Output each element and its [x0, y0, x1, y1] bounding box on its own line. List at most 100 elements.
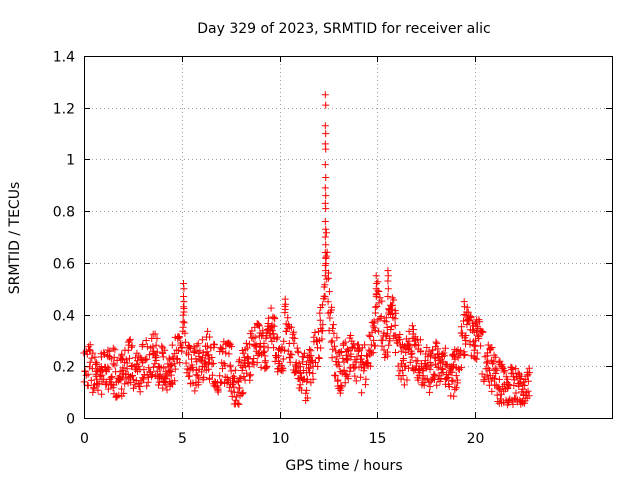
data-point [371, 309, 379, 317]
data-point [90, 385, 98, 393]
axis-ticks [84, 56, 612, 419]
x-tick-label: 10 [272, 431, 290, 447]
data-point [238, 367, 246, 374]
data-point [321, 161, 329, 169]
data-point [347, 350, 355, 358]
data-point [269, 313, 277, 321]
data-point [445, 383, 453, 390]
data-point [188, 363, 196, 371]
data-point [247, 371, 255, 379]
data-point [194, 340, 202, 348]
data-point [493, 366, 501, 374]
data-point [100, 349, 108, 357]
data-point [228, 343, 236, 351]
data-point [475, 335, 483, 343]
data-point [314, 363, 322, 370]
data-point [109, 344, 117, 352]
data-point [149, 343, 157, 351]
data-point [163, 386, 171, 394]
data-point [185, 342, 193, 349]
data-point [330, 329, 338, 337]
data-point [84, 382, 92, 390]
data-point [178, 344, 186, 352]
data-point [366, 362, 374, 370]
data-point [246, 372, 254, 380]
data-point [175, 333, 183, 340]
data-point [524, 387, 532, 395]
data-point [321, 233, 329, 241]
data-point [473, 322, 481, 330]
data-point [335, 362, 343, 370]
data-point [457, 347, 465, 355]
data-point [87, 376, 95, 384]
data-point [89, 349, 97, 357]
data-point [322, 192, 330, 200]
data-point [384, 277, 392, 285]
data-point [143, 382, 151, 390]
data-point [281, 305, 289, 313]
data-point [273, 333, 281, 341]
data-point [125, 337, 133, 345]
data-point [484, 358, 492, 366]
data-point [113, 393, 121, 401]
data-point [98, 390, 106, 398]
data-point [248, 327, 256, 335]
data-point [84, 370, 92, 378]
data-point [316, 309, 324, 317]
data-point [130, 384, 137, 392]
data-point [351, 372, 359, 380]
data-point [414, 376, 422, 384]
data-point [326, 314, 334, 322]
data-point [322, 225, 330, 233]
data-points [80, 91, 534, 409]
data-point [406, 342, 414, 350]
data-point [338, 383, 346, 391]
data-point [501, 367, 509, 375]
data-point [340, 366, 348, 374]
data-point [332, 372, 340, 380]
data-point [182, 338, 189, 346]
x-tick-label: 5 [178, 431, 187, 447]
data-point [387, 326, 395, 333]
data-point [365, 331, 373, 339]
data-point [477, 342, 485, 350]
data-point [369, 349, 377, 357]
data-point [385, 341, 393, 349]
data-point [333, 334, 341, 342]
data-point [180, 308, 188, 316]
data-point [399, 344, 407, 351]
data-point [397, 375, 405, 383]
data-point [408, 353, 416, 361]
data-point [377, 313, 385, 320]
data-point [332, 347, 340, 355]
data-point [441, 344, 449, 352]
data-point [245, 363, 253, 371]
data-point [325, 288, 333, 296]
data-point [492, 353, 500, 361]
data-point [232, 393, 240, 401]
data-point [514, 369, 522, 377]
data-point [198, 336, 206, 344]
data-point [205, 359, 213, 367]
data-point [315, 354, 323, 362]
data-point [306, 369, 313, 376]
data-point [171, 365, 179, 373]
data-point [322, 145, 330, 153]
data-point [299, 358, 307, 366]
data-point [294, 349, 302, 357]
data-point [126, 354, 133, 362]
y-tick-label: 0.4 [53, 309, 75, 325]
data-point [155, 363, 163, 371]
data-point [229, 379, 237, 387]
data-point [179, 323, 187, 331]
x-tick-label: 0 [80, 431, 89, 447]
data-point [302, 389, 310, 397]
data-point [495, 375, 503, 383]
data-point [376, 294, 384, 302]
data-point [391, 321, 399, 329]
data-point [118, 352, 125, 360]
y-tick-label: 1.4 [53, 50, 75, 66]
data-point [431, 371, 439, 379]
data-point [239, 349, 247, 357]
data-point [200, 373, 208, 381]
